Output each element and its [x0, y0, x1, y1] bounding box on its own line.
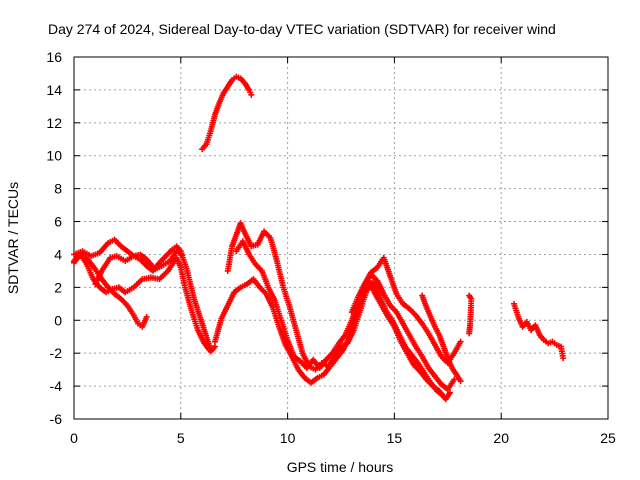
data-points: [71, 73, 567, 403]
data-point: [560, 355, 567, 362]
series-arc-1: [71, 249, 150, 330]
series-arc-8: [233, 238, 458, 393]
y-tick-label: 10: [46, 148, 62, 164]
axis-ticks: [73, 56, 609, 420]
x-tick-label: 0: [70, 430, 78, 446]
data-point: [207, 346, 214, 353]
x-tick-label: 5: [177, 430, 185, 446]
y-tick-label: 14: [46, 82, 62, 98]
data-point: [177, 251, 184, 258]
series-arc-10: [419, 292, 464, 385]
chart-title: Day 274 of 2024, Sidereal Day-to-day VTE…: [48, 21, 556, 37]
y-tick-label: -2: [50, 345, 63, 361]
data-point: [457, 378, 464, 385]
series-arc-12: [511, 300, 567, 362]
y-tick-label: 12: [46, 115, 62, 131]
data-point: [248, 91, 255, 98]
data-point: [451, 376, 458, 383]
series-arc-11: [466, 292, 475, 337]
grid: [74, 57, 608, 419]
x-tick-label: 10: [280, 430, 296, 446]
y-tick-label: 6: [54, 214, 62, 230]
x-tick-label: 20: [493, 430, 509, 446]
y-tick-labels: -6 -4 -2 0 2 4 6 8 10 12 14 16: [46, 49, 62, 427]
data-point: [143, 313, 150, 320]
y-tick-label: 16: [46, 49, 62, 65]
series-arc-6: [211, 276, 453, 403]
data-point: [446, 389, 453, 396]
x-tick-label: 25: [600, 430, 616, 446]
y-tick-label: 0: [54, 312, 62, 328]
x-tick-labels: 0 5 10 15 20 25: [70, 430, 616, 446]
data-point: [440, 392, 447, 399]
series-arc-4: [92, 248, 184, 288]
y-tick-label: 8: [54, 181, 62, 197]
data-point: [457, 338, 464, 345]
x-axis-title: GPS time / hours: [287, 459, 394, 475]
y-axis-title: SDTVAR / TECUs: [5, 182, 21, 294]
series-arc-9: [348, 254, 464, 367]
series-arc-5: [199, 73, 255, 153]
y-tick-label: 4: [54, 246, 62, 262]
y-tick-label: -4: [50, 378, 63, 394]
plot-frame: [73, 56, 609, 420]
y-tick-label: -6: [50, 411, 63, 427]
x-tick-label: 15: [387, 430, 403, 446]
series-arc-7: [224, 220, 447, 399]
data-point: [466, 292, 473, 299]
y-tick-label: 2: [54, 279, 62, 295]
